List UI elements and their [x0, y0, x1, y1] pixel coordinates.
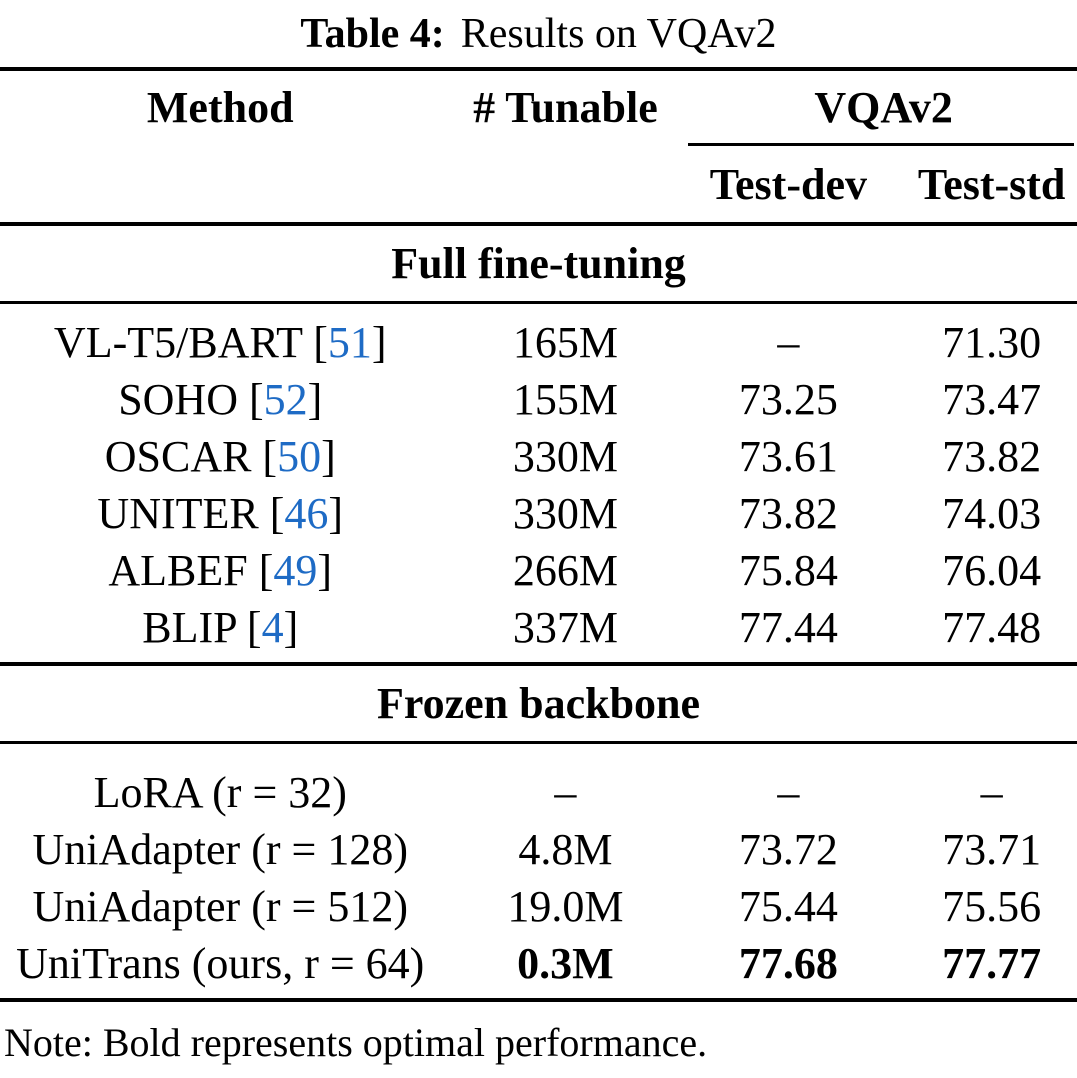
column-header-method: Method: [146, 82, 294, 132]
table-row: UniAdapter (r = 128) 4.8M 73.72 73.71: [0, 821, 1077, 878]
test-std-cell: 76.04: [942, 546, 1042, 595]
citation-link[interactable]: 50: [277, 432, 322, 481]
citation-bracket: ]: [371, 318, 387, 367]
citation-bracket: ]: [283, 603, 299, 652]
test-std-cell: –: [980, 768, 1003, 817]
tunable-cell: 0.3M: [517, 939, 614, 988]
test-std-cell: 73.71: [942, 825, 1042, 874]
test-dev-cell: 77.68: [738, 939, 838, 988]
top-rule: [0, 67, 1077, 71]
method-cell: LoRA (r = 32): [0, 764, 440, 821]
column-header-tunable: # Tunable: [473, 82, 658, 132]
table-row: ALBEF [49] 266M 75.84 76.04: [0, 542, 1077, 599]
test-dev-cell: –: [777, 318, 800, 367]
header-row-1: Method # Tunable VQAv2: [0, 71, 1077, 143]
column-group-header-vqav2: VQAv2: [814, 82, 953, 132]
test-dev-cell: 75.84: [738, 546, 838, 595]
method-name: UniTrans (ours, r = 64): [16, 939, 425, 988]
test-dev-cell: 73.25: [738, 375, 838, 424]
method-name: ALBEF [: [108, 546, 274, 595]
bottom-rule: [0, 998, 1077, 1002]
frozen-backbone-rows: LoRA (r = 32) – – – UniAdapter (r = 128)…: [0, 744, 1077, 998]
table-row-ours: UniTrans (ours, r = 64) 0.3M 77.68 77.77: [0, 935, 1077, 992]
method-name: UniAdapter (r = 512): [32, 882, 408, 931]
table-row: OSCAR [50] 330M 73.61 73.82: [0, 428, 1077, 485]
method-name: SOHO [: [118, 375, 264, 424]
citation-bracket: ]: [317, 546, 333, 595]
method-cell: UniAdapter (r = 128): [0, 821, 440, 878]
table-row: UniAdapter (r = 512) 19.0M 75.44 75.56: [0, 878, 1077, 935]
test-std-cell: 73.47: [942, 375, 1042, 424]
table-caption-text: Results on VQAv2: [460, 10, 777, 57]
citation-link[interactable]: 46: [284, 489, 329, 538]
mid-rule: [0, 662, 1077, 666]
tunable-cell: 165M: [512, 318, 618, 367]
method-name: OSCAR [: [104, 432, 278, 481]
citation-link[interactable]: 51: [327, 318, 372, 367]
tunable-cell: 337M: [512, 603, 618, 652]
test-std-cell: 77.48: [942, 603, 1042, 652]
method-cell: VL-T5/BART [51]: [0, 314, 440, 371]
tunable-cell: 330M: [512, 432, 618, 481]
table-caption: Table 4: Results on VQAv2: [0, 0, 1077, 67]
test-dev-cell: –: [777, 768, 800, 817]
test-dev-cell: 73.72: [738, 825, 838, 874]
test-dev-cell: 73.82: [738, 489, 838, 538]
header-row-2: Test-dev Test-std: [0, 146, 1077, 222]
test-std-cell: 73.82: [942, 432, 1042, 481]
table-row: SOHO [52] 155M 73.25 73.47: [0, 371, 1077, 428]
table-row: LoRA (r = 32) – – –: [0, 764, 1077, 821]
test-dev-cell: 77.44: [738, 603, 838, 652]
test-std-cell: 77.77: [942, 939, 1042, 988]
tunable-cell: 19.0M: [507, 882, 624, 931]
test-std-cell: 74.03: [942, 489, 1042, 538]
method-cell: ALBEF [49]: [0, 542, 440, 599]
citation-link[interactable]: 4: [261, 603, 284, 652]
vqav2-group-rule: [688, 143, 1074, 146]
table-caption-label: Table 4:: [300, 10, 445, 57]
citation-link[interactable]: 49: [273, 546, 318, 595]
header-spacer-tunable: [440, 146, 690, 222]
section-header-full-fine-tuning: Full fine-tuning: [391, 239, 686, 288]
section-rule-2: [0, 741, 1077, 744]
method-cell: SOHO [52]: [0, 371, 440, 428]
test-std-cell: 71.30: [942, 318, 1042, 367]
method-name: UNITER [: [97, 489, 285, 538]
method-name: BLIP [: [142, 603, 262, 652]
tunable-cell: 4.8M: [518, 825, 613, 874]
method-name: LoRA (r = 32): [93, 768, 347, 817]
column-header-test-std: Test-std: [917, 159, 1066, 209]
table-row: BLIP [4] 337M 77.44 77.48: [0, 599, 1077, 656]
table-row: UNITER [46] 330M 73.82 74.03: [0, 485, 1077, 542]
citation-bracket: ]: [307, 375, 323, 424]
full-fine-tuning-rows: VL-T5/BART [51] 165M – 71.30 SOHO [52] 1…: [0, 304, 1077, 662]
method-cell: OSCAR [50]: [0, 428, 440, 485]
tunable-cell: 266M: [512, 546, 618, 595]
tunable-cell: 330M: [512, 489, 618, 538]
column-header-test-dev: Test-dev: [709, 159, 867, 209]
method-cell: UniAdapter (r = 512): [0, 878, 440, 935]
citation-bracket: ]: [328, 489, 344, 538]
test-dev-cell: 73.61: [738, 432, 838, 481]
section-header-frozen-backbone: Frozen backbone: [376, 679, 701, 728]
method-cell: BLIP [4]: [0, 599, 440, 656]
method-cell: UniTrans (ours, r = 64): [0, 935, 440, 992]
header-bottom-rule: [0, 222, 1077, 226]
method-name: VL-T5/BART [: [53, 318, 328, 367]
test-dev-cell: 75.44: [738, 882, 838, 931]
header-spacer-method: [0, 146, 440, 222]
method-cell: UNITER [46]: [0, 485, 440, 542]
tunable-cell: –: [554, 768, 577, 817]
tunable-cell: 155M: [512, 375, 618, 424]
table-note: Note: Bold represents optimal performanc…: [4, 1020, 708, 1065]
citation-link[interactable]: 52: [263, 375, 308, 424]
section-rule-1: [0, 301, 1077, 304]
test-std-cell: 75.56: [942, 882, 1042, 931]
citation-bracket: ]: [321, 432, 336, 481]
method-name: UniAdapter (r = 128): [32, 825, 408, 874]
table-row: VL-T5/BART [51] 165M – 71.30: [0, 314, 1077, 371]
